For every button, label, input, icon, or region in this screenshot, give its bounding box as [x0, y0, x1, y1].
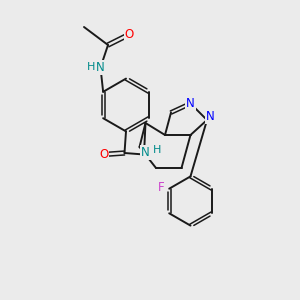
Text: H: H [152, 145, 161, 155]
Text: N: N [96, 61, 105, 74]
Text: N: N [206, 110, 214, 123]
Text: N: N [186, 97, 195, 110]
Text: N: N [141, 146, 150, 159]
Text: O: O [99, 148, 108, 161]
Text: H: H [87, 62, 95, 73]
Text: F: F [158, 181, 164, 194]
Text: O: O [124, 28, 134, 41]
